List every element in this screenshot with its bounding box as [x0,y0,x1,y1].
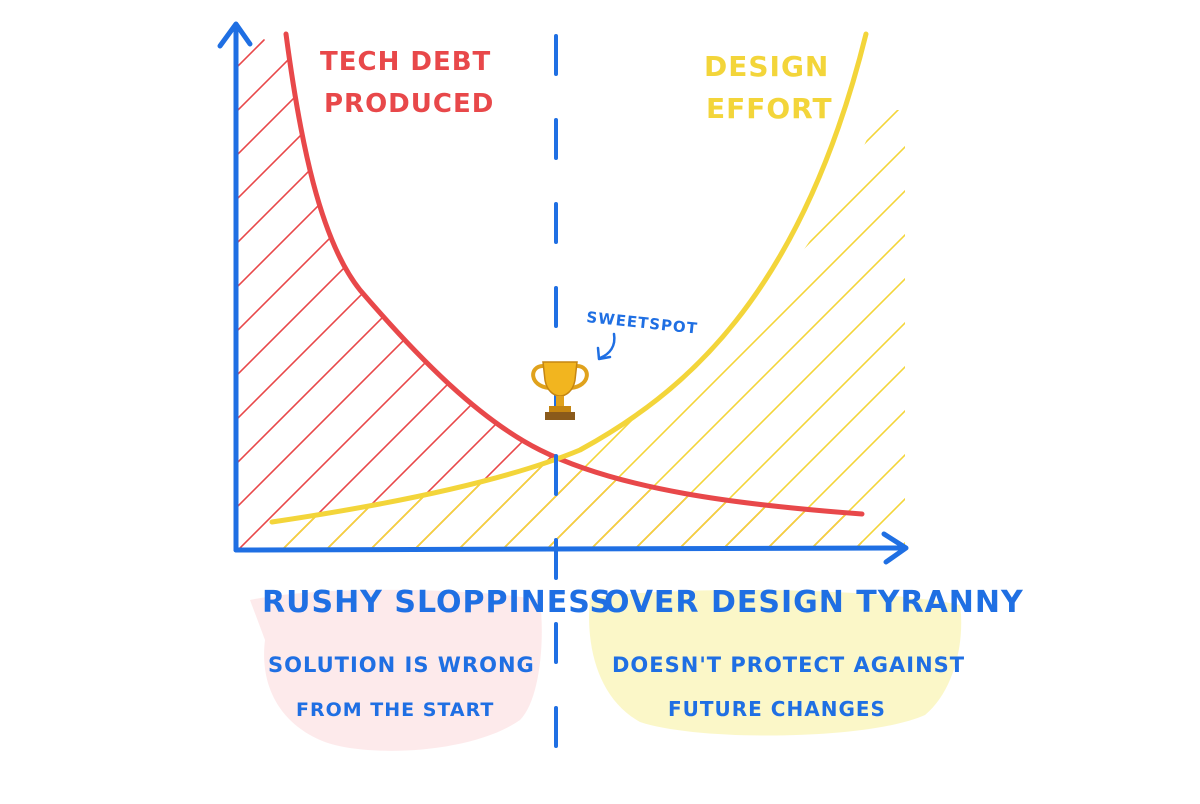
hatch-stroke [843,110,905,548]
hatch-stroke [755,110,905,548]
hatch-stroke [887,110,905,548]
left-section-desc-line2: FROM THE START [296,699,494,721]
tech-debt-curve [283,31,865,517]
hatch-stroke [799,110,905,548]
hatch-stroke [843,39,862,548]
curved-arrow-icon [596,332,616,361]
y-axis-arrow-icon [217,21,253,49]
tech-debt-hatch [0,39,862,560]
hatch-stroke [711,110,905,548]
x-axis [233,531,909,565]
hatch-stroke [799,39,862,548]
sweetspot-label: SWEETSPOT [586,308,699,338]
hatch-stroke [0,40,220,560]
design-effort-label-line2: EFFORT [706,92,833,125]
design-effort-curve [269,31,869,525]
hatch-stroke [535,110,905,548]
hatch-stroke [579,110,905,548]
left-section-desc-line1: SOLUTION IS WRONG [268,653,535,677]
right-highlight [589,589,962,736]
hatch-stroke [236,39,265,548]
hatch-stroke [0,40,220,560]
design-effort-hatch [0,40,905,560]
hatch-stroke [667,110,905,548]
hatch-stroke [623,110,905,548]
right-section-desc-line1: DOESN'T PROTECT AGAINST [612,653,965,677]
right-section-title: OVER DESIGN TYRANNY [604,585,1024,620]
tech-debt-label-line1: TECH DEBT [320,47,491,77]
y-axis [217,21,253,553]
tech-debt-label-line2: PRODUCED [324,89,494,119]
x-axis-arrow-icon [881,531,909,565]
left-highlight [250,589,542,751]
hatch-stroke [236,39,353,548]
trophy-icon [531,361,589,420]
hatch-stroke [0,40,264,560]
left-section-title: RUSHY SLOPPINESS [262,585,612,620]
right-section-desc-line2: FUTURE CHANGES [668,697,886,721]
design-effort-label-line1: DESIGN [704,50,829,83]
